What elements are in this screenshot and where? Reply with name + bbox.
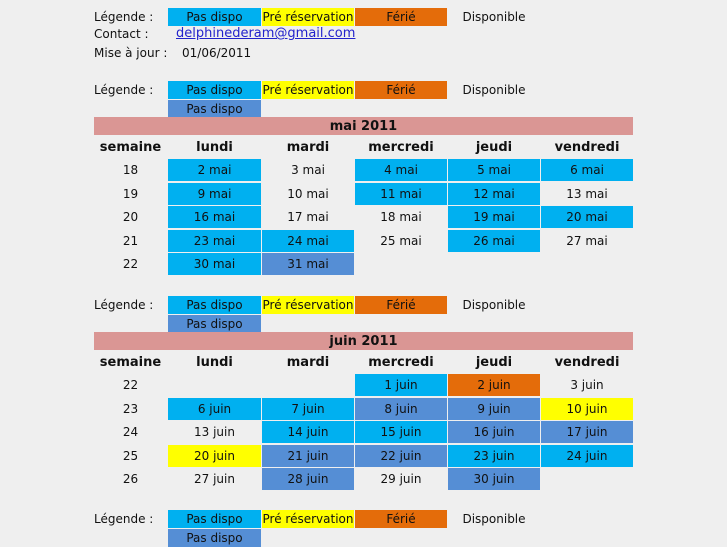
day-cell: 21 juin: [262, 444, 354, 467]
day-cell: 13 mai: [566, 186, 608, 201]
column-header: mardi: [286, 354, 330, 370]
day-cell: 6 juin: [168, 397, 261, 420]
contact-label: Contact :: [94, 27, 149, 41]
day-cell: 17 juin: [541, 421, 633, 444]
update-label: Mise à jour :: [94, 46, 168, 60]
legend-item: Férié: [355, 296, 447, 314]
day-cell: 18 mai: [380, 210, 422, 225]
legend-item: Pas dispo: [168, 100, 261, 118]
day-cell: 19 mai: [448, 206, 540, 229]
legend-item: Pré réservation: [262, 8, 354, 26]
legend-label: Légende :: [94, 83, 154, 97]
week-number: 24: [122, 425, 139, 440]
day-cell: 20 mai: [541, 206, 633, 229]
legend-label: Légende :: [94, 10, 154, 24]
day-cell: 16 mai: [168, 206, 261, 229]
day-cell: 25 mai: [380, 233, 422, 248]
column-header: jeudi: [475, 354, 513, 370]
day-cell: 15 juin: [355, 421, 447, 444]
legend-item: Pré réservation: [262, 81, 354, 99]
column-header: lundi: [196, 139, 233, 155]
day-cell: 9 juin: [448, 397, 540, 420]
legend-item: Pas dispo: [168, 296, 261, 314]
contact-email[interactable]: delphinederam@gmail.com: [176, 26, 356, 41]
day-cell: 22 juin: [355, 444, 447, 467]
week-number: 18: [122, 163, 139, 177]
day-cell: 10 mai: [287, 186, 329, 201]
day-cell: 30 juin: [448, 468, 540, 491]
day-cell: 1 juin: [355, 374, 447, 396]
day-cell: 27 juin: [194, 472, 235, 487]
legend-item: Disponible: [462, 512, 526, 526]
day-cell: 8 juin: [355, 397, 447, 420]
legend-item: Pré réservation: [262, 510, 354, 528]
day-cell: 2 juin: [448, 374, 540, 396]
day-cell: 23 juin: [448, 444, 540, 467]
day-cell: 6 mai: [541, 159, 633, 181]
legend-item: Disponible: [462, 298, 526, 312]
column-header: mardi: [286, 139, 330, 155]
week-number: 25: [122, 448, 139, 463]
legend-item: Pré réservation: [262, 296, 354, 314]
day-cell: 14 juin: [262, 421, 354, 444]
day-cell: 30 mai: [168, 253, 261, 276]
day-cell: 7 juin: [262, 397, 354, 420]
legend-item: Pas dispo: [168, 8, 261, 26]
column-header: semaine: [99, 354, 162, 370]
column-header: semaine: [99, 139, 162, 155]
day-cell: 27 mai: [566, 233, 608, 248]
week-number: 22: [122, 378, 139, 392]
week-number: 20: [122, 210, 139, 225]
legend-item: Pas dispo: [168, 315, 261, 333]
day-cell: 23 mai: [168, 229, 261, 252]
day-cell: 11 mai: [355, 182, 447, 205]
legend-item: Disponible: [462, 10, 526, 24]
column-header: vendredi: [554, 139, 620, 155]
day-cell: 3 mai: [291, 163, 325, 177]
week-number: 26: [122, 472, 139, 487]
day-cell: 20 juin: [168, 444, 261, 467]
column-header: vendredi: [554, 354, 620, 370]
day-cell: 28 juin: [262, 468, 354, 491]
day-cell: 31 mai: [262, 253, 354, 276]
legend-label: Légende :: [94, 298, 154, 312]
day-cell: 2 mai: [168, 159, 261, 181]
legend-label: Légende :: [94, 512, 154, 526]
week-number: 21: [122, 233, 139, 248]
month-title: mai 2011: [94, 117, 633, 135]
legend-item: Pas dispo: [168, 81, 261, 99]
column-header: mercredi: [368, 354, 434, 370]
week-number: 23: [122, 401, 139, 416]
day-cell: 10 juin: [541, 397, 633, 420]
legend-item: Disponible: [462, 83, 526, 97]
legend-item: Férié: [355, 510, 447, 528]
update-date: 01/06/2011: [182, 46, 252, 60]
legend-item: Férié: [355, 8, 447, 26]
day-cell: 24 juin: [541, 444, 633, 467]
column-header: lundi: [196, 354, 233, 370]
legend-item: Férié: [355, 81, 447, 99]
day-cell: 17 mai: [287, 210, 329, 225]
day-cell: 26 mai: [448, 229, 540, 252]
day-cell: 5 mai: [448, 159, 540, 181]
legend-item: Pas dispo: [168, 510, 261, 528]
day-cell: 16 juin: [448, 421, 540, 444]
day-cell: 3 juin: [570, 378, 604, 392]
day-cell: 9 mai: [168, 182, 261, 205]
day-cell: 29 juin: [380, 472, 422, 487]
week-number: 22: [122, 257, 139, 272]
column-header: jeudi: [475, 139, 513, 155]
legend-item: Pas dispo: [168, 529, 261, 547]
day-cell: 4 mai: [355, 159, 447, 181]
column-header: mercredi: [368, 139, 434, 155]
day-cell: 24 mai: [262, 229, 354, 252]
day-cell: 12 mai: [448, 182, 540, 205]
week-number: 19: [122, 186, 139, 201]
month-title: juin 2011: [94, 332, 633, 350]
day-cell: 13 juin: [194, 425, 235, 440]
